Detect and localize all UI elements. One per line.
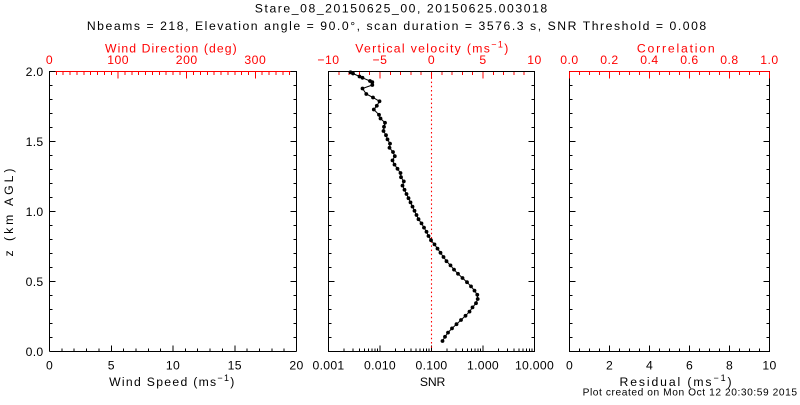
svg-text:Wind Speed (ms−1): Wind Speed (ms−1) [109,373,236,389]
svg-text:0.8: 0.8 [720,53,738,67]
svg-text:1.0: 1.0 [26,205,44,219]
svg-text:8: 8 [726,359,733,373]
svg-text:−5: −5 [373,53,388,67]
svg-text:Wind Direction (deg): Wind Direction (deg) [105,42,238,56]
svg-text:2.0: 2.0 [26,65,44,79]
svg-text:200: 200 [176,53,198,67]
svg-text:10.000: 10.000 [515,359,554,373]
svg-text:0: 0 [46,359,53,373]
svg-text:0: 0 [566,359,573,373]
svg-text:Plot created on Mon Oct 12 20:: Plot created on Mon Oct 12 20:30:59 2015 [583,387,798,398]
svg-text:1.5: 1.5 [26,135,44,149]
svg-text:1.000: 1.000 [467,359,499,373]
svg-text:−10: −10 [317,53,339,67]
svg-text:Residual (ms−1): Residual (ms−1) [620,373,734,389]
svg-text:0.0: 0.0 [560,53,578,67]
svg-text:6: 6 [686,359,693,373]
svg-text:0.2: 0.2 [600,53,618,67]
svg-text:0: 0 [428,53,435,67]
svg-text:Nbeams = 218, Elevation angle: Nbeams = 218, Elevation angle = 90.0°, s… [87,19,708,33]
svg-text:0.4: 0.4 [640,53,658,67]
svg-text:0.6: 0.6 [680,53,698,67]
svg-text:0.010: 0.010 [364,359,396,373]
svg-text:0.001: 0.001 [313,359,345,373]
svg-text:5: 5 [479,53,486,67]
svg-text:0.0: 0.0 [26,345,44,359]
svg-text:10: 10 [166,359,180,373]
svg-text:Vertical velocity (ms−1): Vertical velocity (ms−1) [355,40,509,56]
svg-text:1.0: 1.0 [760,53,778,67]
svg-text:SNR: SNR [420,375,446,389]
svg-text:0.5: 0.5 [26,275,44,289]
svg-text:z (km AGL): z (km AGL) [2,166,16,257]
svg-text:0: 0 [46,53,53,67]
svg-text:5: 5 [108,359,115,373]
svg-text:10: 10 [527,53,542,67]
svg-text:Correlation: Correlation [637,42,717,56]
svg-text:Stare_08_20150625_00, 20150625: Stare_08_20150625_00, 20150625.003018 [255,2,549,16]
svg-text:10: 10 [762,359,776,373]
svg-text:4: 4 [646,359,653,373]
svg-text:0.100: 0.100 [416,359,448,373]
svg-text:2: 2 [606,359,613,373]
svg-text:20: 20 [289,359,303,373]
svg-text:300: 300 [244,53,266,67]
svg-text:15: 15 [228,359,242,373]
svg-text:100: 100 [107,53,129,67]
